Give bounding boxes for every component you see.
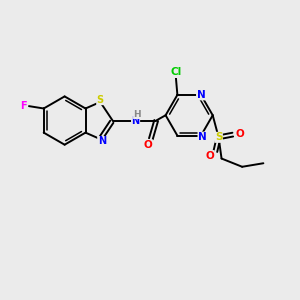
Text: N: N bbox=[98, 136, 106, 146]
Text: S: S bbox=[215, 132, 222, 142]
Text: O: O bbox=[206, 151, 214, 160]
Text: O: O bbox=[236, 129, 244, 140]
Text: F: F bbox=[20, 101, 27, 111]
Text: S: S bbox=[97, 94, 104, 105]
Text: Cl: Cl bbox=[170, 68, 182, 77]
Text: N: N bbox=[131, 116, 140, 126]
Text: O: O bbox=[144, 140, 152, 150]
Text: N: N bbox=[196, 90, 205, 100]
Text: H: H bbox=[134, 110, 141, 118]
Text: N: N bbox=[198, 132, 207, 142]
